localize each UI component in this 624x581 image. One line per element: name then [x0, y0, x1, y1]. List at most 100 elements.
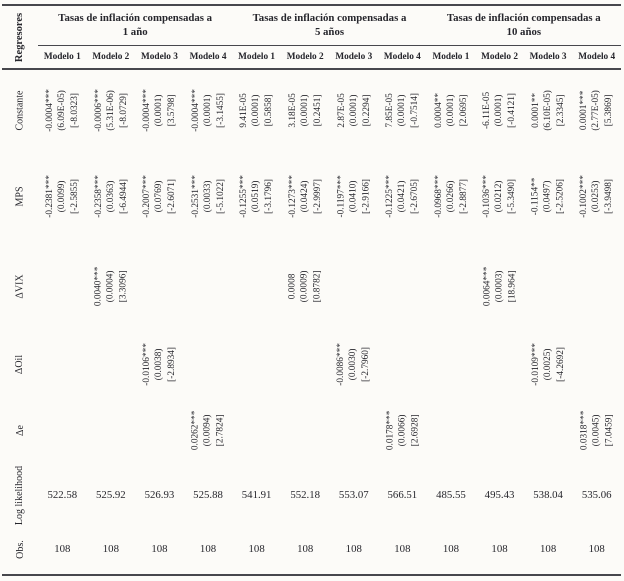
coef-cell-text: -0.0006*** (5.31E-06) [-8.0729]: [92, 89, 129, 132]
coef-cell-constante-m11: 0.0001** (6.10E-05) [2.3345]: [524, 70, 573, 150]
coef-cell-constante-m7: 2.87E-05 (0.0001) [0.2294]: [329, 70, 378, 150]
group-header-5yr-line1: Tasas de inflación compensadas a: [252, 12, 407, 25]
coefficient: 0.0004**: [433, 92, 444, 128]
coef-cell-text: -0.1197*** (0.0410) [-2.9166]: [335, 175, 372, 217]
coef-cell-text: 9.41E-05 (0.0001) [0.5858]: [238, 93, 275, 127]
group-header-1yr: Tasas de inflación compensadas a 1 año: [38, 6, 233, 46]
coef-cell-mps-m2: -0.2358*** (0.0363) [-6.4944]: [87, 150, 136, 243]
std-error: (0.0001): [494, 94, 505, 126]
t-statistic: [-0.4121]: [506, 92, 517, 128]
std-error: (0.0003): [494, 270, 505, 303]
group-header-1yr-line1: Tasas de inflación compensadas a: [58, 12, 213, 25]
coef-cell-vix-m12: [572, 243, 621, 330]
log-likelihood-value-m8: 566.51: [387, 489, 418, 501]
log-likelihood-value-m4: 525.88: [193, 489, 223, 501]
std-error: (0.0038): [154, 348, 165, 380]
log-likelihood-value-m5: 541.91: [241, 489, 272, 501]
std-error: (0.0001): [251, 94, 262, 126]
std-error: (0.0253): [591, 180, 602, 213]
t-statistic: [3.3096]: [118, 270, 128, 303]
row-label-text: ΔVIX: [14, 274, 26, 299]
t-statistic: [-6.4944]: [118, 179, 128, 214]
coef-cell-text: -0.0106*** (0.0038) [-2.8934]: [141, 343, 178, 386]
row-label-obs: Obs.: [2, 528, 38, 570]
coef-cell-text: 0.0178*** (0.0066) [2.6928]: [384, 410, 421, 450]
obs-value-m12: 108: [588, 543, 605, 555]
coef-cell-constante-m4: -0.0004*** (0.0001) [-3.1455]: [184, 70, 233, 150]
coef-cell-e-m12: 0.0318*** (0.0045) [7.0459]: [572, 398, 621, 462]
coef-cell-text: -0.1002*** (0.0253) [-3.9498]: [578, 175, 615, 218]
regressors-corner-label: Regresores: [2, 6, 38, 70]
coef-cell-e-m5: [232, 398, 281, 462]
coefficient: -0.1154**: [530, 177, 541, 216]
coef-cell-oil-m8: [378, 330, 427, 398]
coef-cell-oil-m3: -0.0106*** (0.0038) [-2.8934]: [135, 330, 184, 398]
obs-value-m7: 108: [345, 543, 362, 555]
t-statistic: [-2.8877]: [458, 179, 469, 214]
t-statistic: [-2.9997]: [312, 179, 323, 214]
coef-cell-text: -0.1154** (0.0497) [-2.5206]: [530, 178, 567, 216]
coef-cell-vix-m10: 0.0064*** (0.0003) [18.964]: [475, 243, 524, 330]
coef-cell-text: 7.85E-05 (0.0001) [-0.7514]: [384, 93, 421, 128]
obs-value-m9: 108: [442, 543, 460, 555]
coef-cell-oil-m10: [475, 330, 524, 398]
coef-cell-e-m8: 0.0178*** (0.0066) [2.6928]: [378, 398, 427, 462]
coefficient: -0.1255***: [239, 175, 250, 218]
t-statistic: [-8.0323]: [69, 92, 80, 128]
coef-cell-text: 3.18E-05 (0.0001) [0.2451]: [287, 93, 324, 127]
group-header-10yr-line2: 10 años: [506, 25, 542, 38]
row-label-text: Δe: [14, 424, 26, 436]
coef-cell-text: -0.1255*** (0.0519) [-3.1796]: [238, 175, 275, 218]
t-statistic: [5.3869]: [603, 94, 614, 126]
model-header: Modelo 4: [378, 46, 427, 70]
coef-cell-e-m7: [329, 398, 378, 462]
model-header: Modelo 2: [475, 46, 524, 70]
coefficient: 2.87E-05: [336, 92, 347, 128]
log-likelihood-value-m2: 525.92: [96, 489, 126, 501]
std-error: (0.0001): [202, 94, 213, 126]
coefficient: -0.0004***: [44, 88, 55, 132]
log-likelihood-value-m3: 526.93: [144, 489, 175, 501]
coef-cell-mps-m12: -0.1002*** (0.0253) [-3.9498]: [572, 150, 621, 243]
coefficient: 0.0040***: [93, 266, 104, 307]
model-header: Modelo 1: [38, 46, 87, 70]
log-likelihood-value-m7: 553.07: [338, 489, 369, 501]
obs-value-m10: 108: [491, 543, 508, 555]
coef-cell-mps-m5: -0.1255*** (0.0519) [-3.1796]: [232, 150, 281, 243]
coef-cell-constante-m5: 9.41E-05 (0.0001) [0.5858]: [232, 70, 281, 150]
coef-cell-text: -0.0109*** (0.0025) [-4.2692]: [530, 343, 567, 386]
coef-cell-oil-m11: -0.0109*** (0.0025) [-4.2692]: [524, 330, 573, 398]
t-statistic: [0.2451]: [312, 94, 323, 126]
coefficient: 3.18E-05: [287, 92, 298, 128]
coefficient: -0.2531***: [190, 175, 201, 218]
coefficient: 0.0008: [287, 273, 298, 300]
coef-cell-oil-m6: [281, 330, 330, 398]
std-error: (0.0099): [57, 180, 68, 213]
t-statistic: [-8.0729]: [118, 92, 128, 128]
std-error: (0.0004): [105, 270, 116, 303]
coef-cell-text: 0.0008 (0.0009) [0.8782]: [287, 271, 324, 303]
coef-cell-vix-m6: 0.0008 (0.0009) [0.8782]: [281, 243, 330, 330]
coef-cell-mps-m4: -0.2531*** (0.0033) [-5.1022]: [184, 150, 233, 243]
std-error: (0.0001): [348, 94, 359, 126]
coefficient: -0.1273***: [287, 175, 298, 218]
row-label-text: MPS: [14, 186, 26, 207]
coef-cell-vix-m8: [378, 243, 427, 330]
std-error: (0.0025): [542, 348, 553, 380]
coef-cell-text: 0.0004** (0.0001) [2.0695]: [433, 93, 470, 128]
row-label-e: Δe: [2, 398, 38, 462]
t-statistic: [-5.1022]: [215, 179, 226, 214]
std-error: (2.77E-05): [591, 89, 602, 131]
coef-cell-e-m9: [427, 398, 476, 462]
std-error: (5.31E-06): [105, 89, 116, 131]
coef-cell-mps-m1: -0.2381*** (0.0099) [-2.5855]: [38, 150, 87, 243]
coef-cell-e-m1: [38, 398, 87, 462]
coefficient: -0.1197***: [336, 175, 347, 218]
coef-cell-text: -0.0004*** (0.0001) [3.5798]: [141, 89, 178, 132]
obs-value-m1: 108: [54, 543, 71, 555]
coef-cell-oil-m7: -0.0086*** (0.0030) [-2.7960]: [329, 330, 378, 398]
group-header-5yr-line2: 5 años: [314, 25, 345, 38]
coef-cell-text: 0.0001*** (2.77E-05) [5.3869]: [578, 90, 615, 131]
regression-table: Regresores Tasas de inflación compensada…: [2, 4, 621, 576]
